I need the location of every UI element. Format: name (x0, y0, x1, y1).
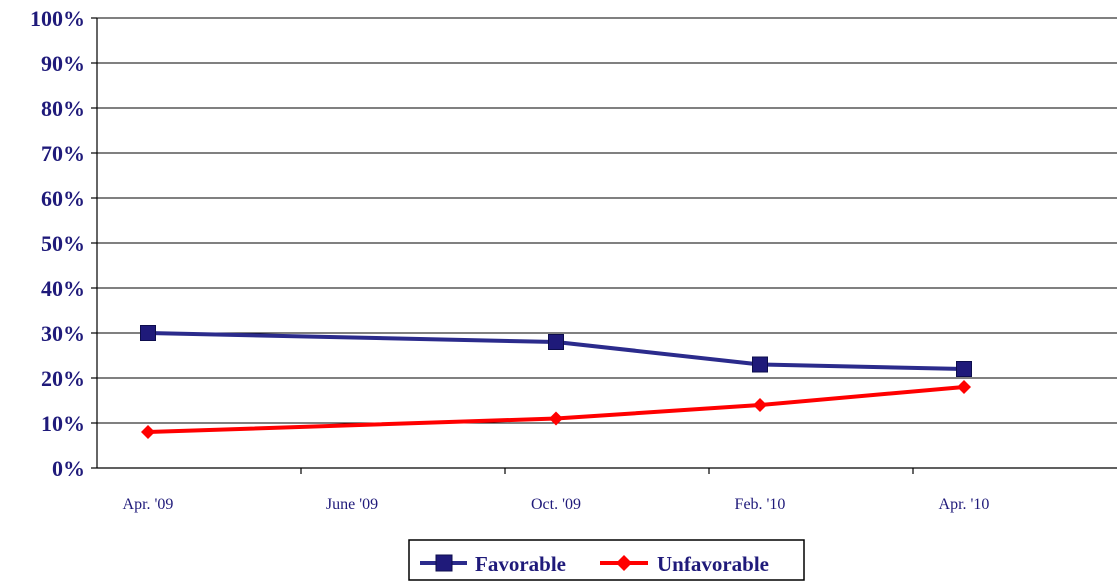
data-point-unfavorable (957, 380, 971, 394)
legend-swatch-favorable-marker (435, 554, 453, 572)
y-tick-label: 0% (52, 456, 85, 481)
gridlines (97, 17, 1117, 424)
series-group (140, 325, 972, 439)
x-tick-label: June '09 (326, 496, 378, 513)
y-tick-label: 40% (41, 276, 85, 301)
data-point-unfavorable (753, 398, 767, 412)
data-point-favorable (752, 356, 768, 373)
legend-label-favorable: Favorable (475, 552, 566, 576)
y-tick-label: 50% (41, 231, 85, 256)
y-tick-label: 90% (41, 51, 85, 76)
legend-box (408, 539, 805, 581)
x-tick-label: Oct. '09 (531, 496, 581, 513)
y-tick-label: 70% (41, 141, 85, 166)
y-tick-label: 20% (41, 366, 85, 391)
data-point-favorable (548, 334, 564, 350)
y-tick-label: 100% (30, 6, 85, 31)
data-point-favorable (140, 325, 156, 341)
x-tick-labels: Apr. '09 June '09 Oct. '09 Feb. '10 Apr. '10 (123, 468, 990, 513)
data-point-favorable (956, 361, 972, 377)
y-tick-label: 10% (41, 411, 85, 436)
y-tick-label: 60% (41, 186, 85, 211)
legend-swatch-unfavorable-marker (616, 555, 632, 571)
data-point-unfavorable (141, 425, 155, 439)
data-point-unfavorable (549, 411, 563, 426)
legend: Favorable Unfavorable (408, 539, 805, 581)
x-tick-label: Apr. '09 (123, 496, 174, 513)
y-tick-label: 80% (41, 96, 85, 121)
y-tick-labels: 0% 10% 20% 30% 40% 50% 60% 70% 80% 90% 100% (30, 6, 97, 481)
x-tick-label: Feb. '10 (735, 496, 786, 513)
series-line-favorable (147, 331, 965, 371)
legend-label-unfavorable: Unfavorable (657, 552, 769, 576)
x-tick-label: Apr. '10 (939, 496, 990, 513)
y-tick-label: 30% (41, 321, 85, 346)
series-line-unfavorable (147, 385, 965, 434)
